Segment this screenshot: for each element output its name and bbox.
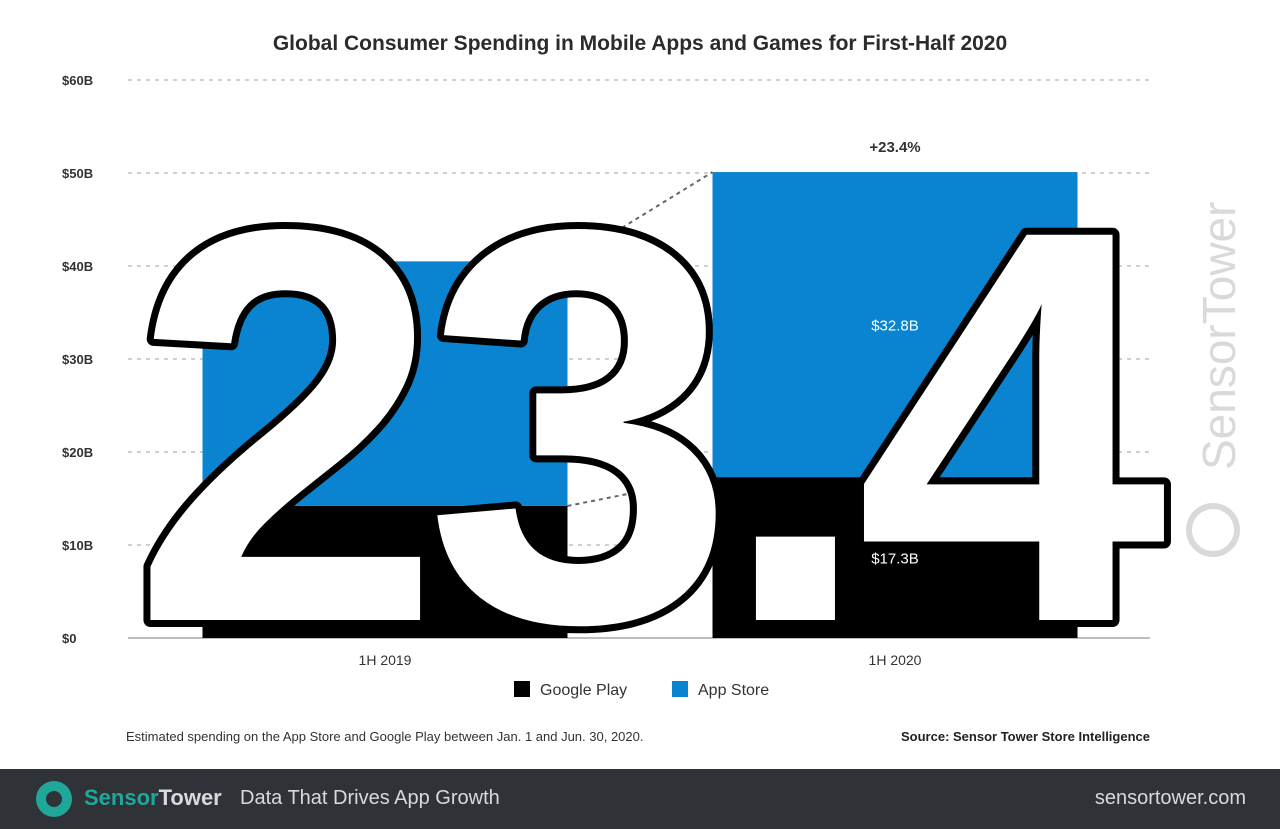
footer-url[interactable]: sensortower.com xyxy=(1094,787,1246,809)
y-tick-label: $60B xyxy=(62,73,93,88)
bars: $14.2B $26.3B 1H 2019 $17.3B $32.8B 1H 2020 xyxy=(202,172,1078,668)
x-tick-label: 1H 2020 xyxy=(869,652,922,668)
footer-bar: SensorTower Data That Drives App Growth … xyxy=(0,769,1280,829)
data-label: $26.3B xyxy=(361,377,409,394)
y-tick-label: $0 xyxy=(62,631,76,646)
legend-swatch xyxy=(514,681,530,697)
growth-annotations: +24.7% +23.4% xyxy=(566,139,921,507)
legend-label: Google Play xyxy=(540,682,627,699)
growth-label: +23.4% xyxy=(869,139,920,156)
watermark-logo-icon xyxy=(1186,503,1240,557)
y-tick-label: $50B xyxy=(62,166,93,181)
bar-segment xyxy=(712,477,1078,638)
legend-label: App Store xyxy=(698,682,769,699)
brand-part-2: Tower xyxy=(158,785,222,810)
footer-brand: SensorTower xyxy=(84,785,222,811)
chart: Global Consumer Spending in Mobile Apps … xyxy=(62,32,1245,746)
y-tick-label: $40B xyxy=(62,259,93,274)
data-label: $32.8B xyxy=(871,318,919,335)
bar-segment xyxy=(202,261,568,506)
growth-connector xyxy=(567,476,713,507)
sensortower-logo-icon xyxy=(36,781,72,817)
x-tick-label: 1H 2019 xyxy=(359,652,412,668)
y-tick-label: $10B xyxy=(62,538,93,553)
data-label: $17.3B xyxy=(871,551,919,568)
overlay-big-number: 23.4 xyxy=(131,113,1170,739)
source-note: Source: Sensor Tower Store Intelligence xyxy=(901,729,1150,744)
y-tick-label: $20B xyxy=(62,445,93,460)
legend: Google Play App Store xyxy=(514,681,769,699)
y-tick-label: $30B xyxy=(62,352,93,367)
watermark-text: SensorTower xyxy=(1193,202,1245,470)
chart-title: Global Consumer Spending in Mobile Apps … xyxy=(273,32,1007,55)
footnote: Estimated spending on the App Store and … xyxy=(126,729,643,744)
watermark: SensorTower xyxy=(1186,202,1245,557)
bar-segment xyxy=(712,172,1078,478)
growth-label: +24.7% xyxy=(614,376,665,393)
bar-segment xyxy=(202,505,568,638)
data-label: $14.2B xyxy=(361,565,409,582)
footer-tagline: Data That Drives App Growth xyxy=(240,787,500,809)
legend-swatch xyxy=(672,681,688,697)
brand-part-1: Sensor xyxy=(84,785,159,810)
